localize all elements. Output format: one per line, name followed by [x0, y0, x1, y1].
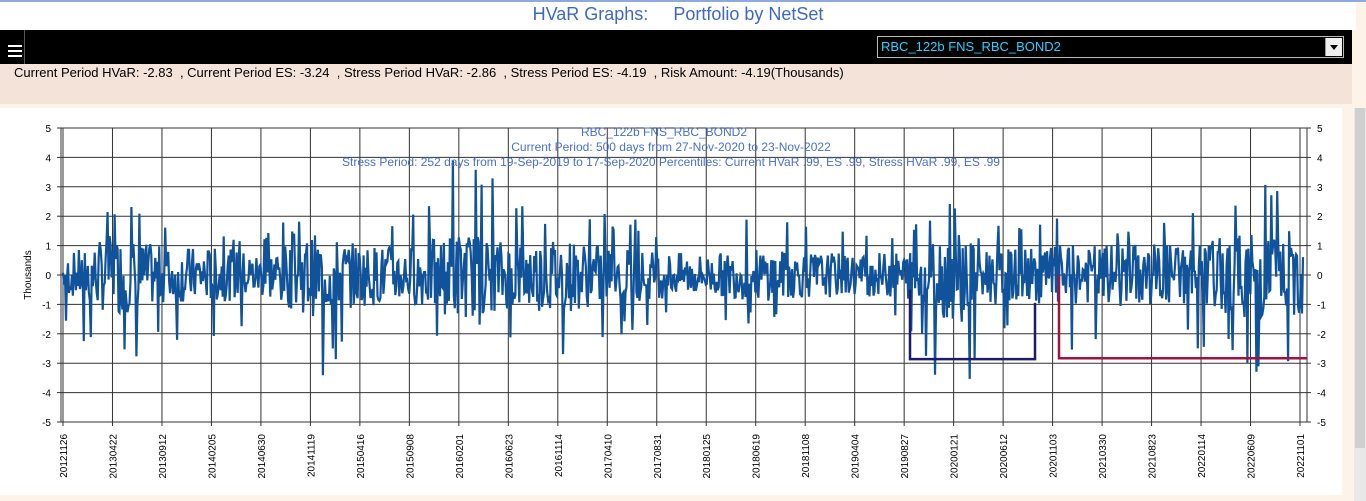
page-title: HVaR Graphs: Portfolio by NetSet — [0, 2, 1356, 30]
svg-text:20150416: 20150416 — [356, 434, 367, 479]
svg-text:20180619: 20180619 — [752, 434, 763, 479]
svg-text:20130422: 20130422 — [108, 434, 119, 479]
svg-text:20201103: 20201103 — [1049, 434, 1060, 478]
svg-text:-5: -5 — [42, 418, 51, 429]
svg-text:20190827: 20190827 — [900, 434, 911, 479]
svg-text:3: 3 — [1317, 183, 1323, 194]
chart-series — [61, 160, 1305, 379]
svg-text:20130912: 20130912 — [158, 434, 169, 479]
netset-select-value: RBC_122b FNS_RBC_BOND2 — [881, 39, 1061, 54]
svg-text:-1: -1 — [1317, 300, 1326, 311]
hamburger-icon[interactable] — [0, 30, 25, 64]
hvar-chart: 5 5 4 4 3 3 2 2 1 1 0 0 -1 -1 -2 -2 -3 -3 -4 -4 -5 -5 20121126… — [0, 108, 1342, 495]
scrollbar-thumb[interactable] — [1355, 108, 1365, 448]
nav-bar: RBC_122b FNS_RBC_BOND2 — [0, 30, 1352, 64]
chart-axes: 5 5 4 4 3 3 2 2 1 1 0 0 -1 -1 -2 -2 -3 -3 -4 -4 -5 -5 20121126… — [23, 124, 1326, 479]
svg-text:20170410: 20170410 — [603, 434, 614, 479]
svg-text:20220609: 20220609 — [1247, 434, 1258, 479]
hvar-lines — [908, 275, 1307, 361]
svg-text:-5: -5 — [1317, 418, 1326, 429]
top-border — [0, 0, 1366, 2]
svg-text:Current Period: 500 days from: Current Period: 500 days from 27-Nov-202… — [511, 140, 831, 154]
svg-text:5: 5 — [1317, 124, 1323, 135]
svg-text:20161114: 20161114 — [554, 434, 565, 477]
svg-text:20220114: 20220114 — [1197, 434, 1208, 478]
svg-text:4: 4 — [45, 153, 51, 164]
page-title-left: HVaR Graphs: — [532, 4, 649, 24]
svg-text:2: 2 — [1317, 212, 1323, 223]
svg-text:2: 2 — [45, 212, 51, 223]
svg-text:20170831: 20170831 — [653, 434, 664, 479]
svg-text:3: 3 — [45, 183, 51, 194]
svg-text:20140205: 20140205 — [207, 434, 218, 479]
svg-text:20121126: 20121126 — [59, 434, 70, 478]
svg-text:20140630: 20140630 — [257, 434, 268, 479]
svg-text:20210823: 20210823 — [1148, 434, 1159, 479]
svg-text:-2: -2 — [42, 330, 51, 341]
svg-text:RBC_122b FNS_RBC_BOND2: RBC_122b FNS_RBC_BOND2 — [581, 125, 747, 139]
svg-text:-4: -4 — [42, 389, 51, 400]
svg-text:-2: -2 — [1317, 330, 1326, 341]
chart-svg: 5 5 4 4 3 3 2 2 1 1 0 0 -1 -1 -2 -2 -3 -3 -4 -4 -5 -5 20121126… — [23, 124, 1326, 479]
svg-text:-1: -1 — [42, 300, 51, 311]
svg-text:20141119: 20141119 — [306, 434, 317, 477]
svg-text:5: 5 — [45, 124, 51, 135]
svg-text:20160623: 20160623 — [504, 434, 515, 479]
svg-text:20160201: 20160201 — [455, 434, 466, 479]
svg-text:20181108: 20181108 — [801, 434, 812, 478]
summary-text: Current Period HVaR: -2.83 , Current Per… — [14, 65, 844, 80]
svg-text:20150908: 20150908 — [405, 434, 416, 479]
svg-text:1: 1 — [1317, 242, 1323, 253]
svg-text:20200612: 20200612 — [999, 434, 1010, 479]
svg-text:0: 0 — [1317, 271, 1323, 282]
svg-text:20200121: 20200121 — [950, 434, 961, 479]
svg-text:4: 4 — [1317, 153, 1323, 164]
chevron-down-icon[interactable] — [1325, 38, 1342, 56]
summary-bar: Current Period HVaR: -2.83 , Current Per… — [0, 64, 1352, 104]
svg-text:20210330: 20210330 — [1098, 434, 1109, 479]
svg-text:-4: -4 — [1317, 389, 1326, 400]
svg-text:-3: -3 — [42, 359, 51, 370]
vertical-scrollbar[interactable] — [1354, 108, 1366, 501]
svg-text:20190404: 20190404 — [851, 434, 862, 479]
svg-text:0: 0 — [45, 271, 51, 282]
svg-text:Thousands: Thousands — [23, 250, 34, 299]
svg-text:-3: -3 — [1317, 359, 1326, 370]
page-title-right: Portfolio by NetSet — [673, 4, 824, 24]
svg-text:20180125: 20180125 — [702, 434, 713, 479]
svg-text:1: 1 — [45, 242, 51, 253]
svg-text:20221101: 20221101 — [1296, 434, 1307, 478]
netset-select[interactable]: RBC_122b FNS_RBC_BOND2 — [877, 36, 1344, 58]
svg-text:Stress Period: 252 days from 1: Stress Period: 252 days from 19-Sep-2019… — [342, 155, 1000, 169]
